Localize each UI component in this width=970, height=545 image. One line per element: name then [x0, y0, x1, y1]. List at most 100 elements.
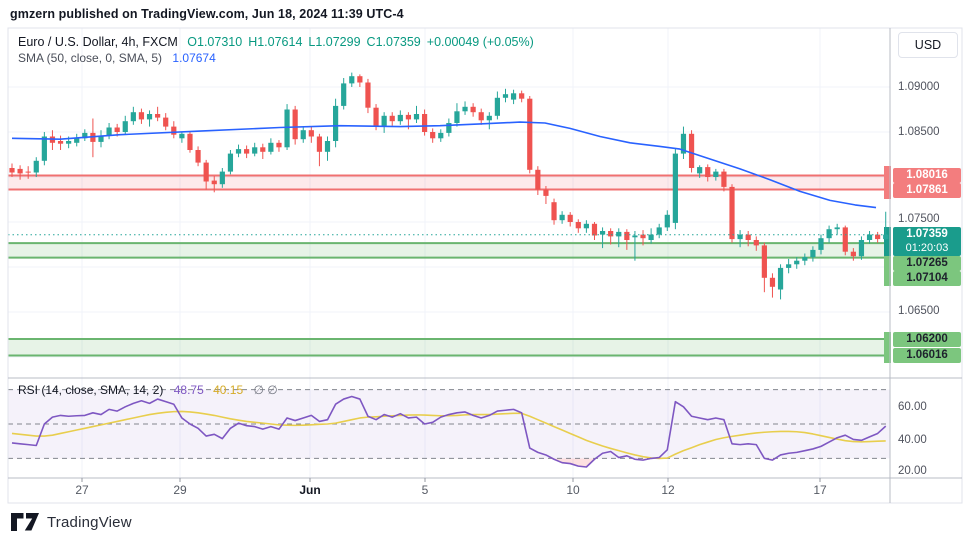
support-zone[interactable]	[8, 243, 890, 258]
sma50-line	[11, 121, 877, 209]
candle-up	[510, 93, 517, 100]
candle-up	[252, 147, 258, 154]
candle-up	[341, 83, 347, 106]
sma-label: SMA (50, close, 0, SMA, 5)	[18, 51, 163, 65]
attribution-text: gmzern published on TradingView.com, Jun…	[10, 7, 404, 21]
time-axis-label: 29	[173, 483, 187, 497]
main-chart-legend[interactable]: Euro / U.S. Dollar, 4h, FXCM O1.07310 H1.…	[18, 34, 534, 66]
candle-down	[543, 189, 549, 196]
candle-up	[648, 234, 654, 240]
candle-down	[57, 141, 64, 144]
candle-up	[268, 142, 274, 152]
candle-up	[381, 115, 387, 126]
candle-down	[260, 147, 266, 152]
axis-edge-strip	[884, 227, 891, 256]
candle-up	[502, 94, 509, 98]
candle-up	[227, 153, 234, 172]
candle-up	[33, 160, 39, 173]
candle-down	[575, 222, 581, 229]
rsi-ma-line	[11, 410, 886, 460]
axis-edge-strip	[884, 332, 891, 363]
candle-up	[300, 130, 306, 140]
candle-up	[826, 229, 832, 239]
candle-up	[235, 149, 242, 154]
price-axis-label: 40.00	[898, 434, 927, 446]
candle-up	[486, 115, 492, 121]
candle-up	[834, 227, 840, 230]
candle-down	[316, 136, 323, 152]
candle-down	[519, 93, 525, 99]
candle-down	[624, 231, 630, 240]
candle-down	[745, 234, 751, 240]
candle-down	[850, 251, 856, 257]
candle-up	[810, 249, 816, 258]
candle-down	[389, 115, 395, 122]
candle-down	[470, 106, 476, 113]
candle-up	[122, 121, 128, 132]
candle-down	[114, 127, 120, 132]
candle-up	[632, 235, 638, 238]
candle-down	[769, 277, 776, 287]
zone-price-label: 1.07861	[893, 183, 961, 198]
candle-up	[737, 234, 743, 240]
candle-up	[98, 135, 104, 142]
support-zone[interactable]	[8, 339, 890, 356]
price-axis-label: 1.06500	[898, 305, 940, 317]
rsi-legend-row[interactable]: RSI (14, close, SMA, 14, 2) 48.75 40.15 …	[18, 383, 278, 397]
zone-price-label: 1.08016	[893, 168, 961, 183]
ohlc-part: H1.07614	[248, 35, 303, 49]
tradingview-brand-text: TradingView	[47, 513, 132, 531]
sma-legend-row[interactable]: SMA (50, close, 0, SMA, 5) 1.07674	[18, 50, 534, 66]
candle-down	[9, 168, 15, 173]
candle-down	[535, 169, 541, 190]
candle-up	[82, 132, 88, 139]
sma-value: 1.07674	[172, 51, 216, 65]
symbol-legend-row[interactable]: Euro / U.S. Dollar, 4h, FXCM O1.07310 H1.…	[18, 34, 534, 50]
candle-down	[365, 82, 371, 108]
candle-down	[875, 234, 881, 240]
current-price-value: 1.07359	[906, 228, 948, 240]
resistance-zone[interactable]	[8, 175, 890, 190]
tradingview-attribution-link[interactable]: TradingView	[10, 512, 132, 532]
candle-up	[680, 133, 687, 154]
candle-up	[41, 136, 47, 161]
zone-price-label: 1.06200	[893, 332, 961, 347]
candle-down	[203, 162, 209, 182]
rsi-line	[11, 395, 887, 468]
rsi-ma-value: 40.15	[213, 383, 244, 397]
chart-frame	[7, 27, 963, 504]
candle-down	[705, 167, 711, 177]
price-axis-label: 20.00	[898, 465, 927, 477]
axis-edge-strip	[884, 256, 891, 286]
candle-up	[599, 231, 606, 235]
candle-up	[802, 257, 808, 261]
candle-up	[777, 267, 784, 290]
candle-down	[640, 234, 646, 239]
candle-down	[276, 142, 282, 148]
time-axis-label: 27	[75, 483, 89, 497]
candle-down	[753, 240, 759, 246]
candle-up	[697, 167, 703, 174]
current-price-label: 1.07359 01:20:03	[893, 227, 961, 256]
currency-toggle-button[interactable]: USD	[898, 32, 958, 58]
candle-down	[187, 133, 193, 150]
candle-up	[66, 141, 72, 144]
candle-down	[761, 245, 767, 278]
ohlc-part: O1.07310	[187, 35, 243, 49]
price-axis-label: 1.08500	[898, 126, 940, 138]
candle-down	[17, 168, 23, 174]
candle-up	[559, 214, 565, 221]
sma-layer	[11, 121, 877, 209]
candle-down	[155, 114, 161, 118]
candle-down	[430, 132, 436, 139]
candle-down	[842, 227, 848, 252]
candle-up	[446, 123, 452, 133]
candle-down	[478, 112, 484, 121]
candle-down	[357, 76, 363, 83]
candle-up	[794, 260, 800, 265]
candle-down	[244, 149, 250, 154]
candle-down	[163, 117, 169, 127]
candle-up	[349, 76, 355, 84]
